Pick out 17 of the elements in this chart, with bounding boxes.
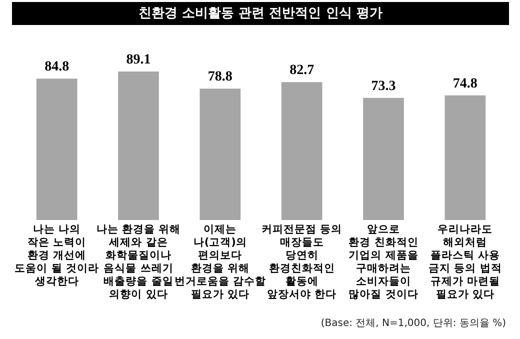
x-tick-label: 앞으로 환경 친화적인 기업의 제품을 구매하려는 소비자들이 많아질 것이다 [348,224,418,300]
bar [281,82,322,220]
data-label: 84.8 [44,60,70,75]
x-tick-label: 나는 나의 작은 노력이 환경 개선에 도움이 될 것이라 생각한다 [14,224,99,288]
data-label: 89.1 [126,52,151,68]
data-label: 78.8 [208,70,232,85]
text: (Base: 전체, N=1,000, 단위: 동의율 %) [320,317,506,330]
data-label: 74.8 [452,76,478,92]
x-tick-label: 우리나라도 해외처럼 플라스틱 사용 금지 등의 법적 규제가 마련될 필요가 있다 [428,224,502,300]
bar [363,98,404,220]
bar [444,95,486,220]
data-label: 73.3 [371,78,396,94]
chart-title: 친환경 소비활동 관련 전반적인 인식 평가 [12,2,509,25]
bar [200,88,241,220]
bar [36,78,78,220]
bar [118,72,159,220]
data-label: 82.7 [290,63,314,78]
